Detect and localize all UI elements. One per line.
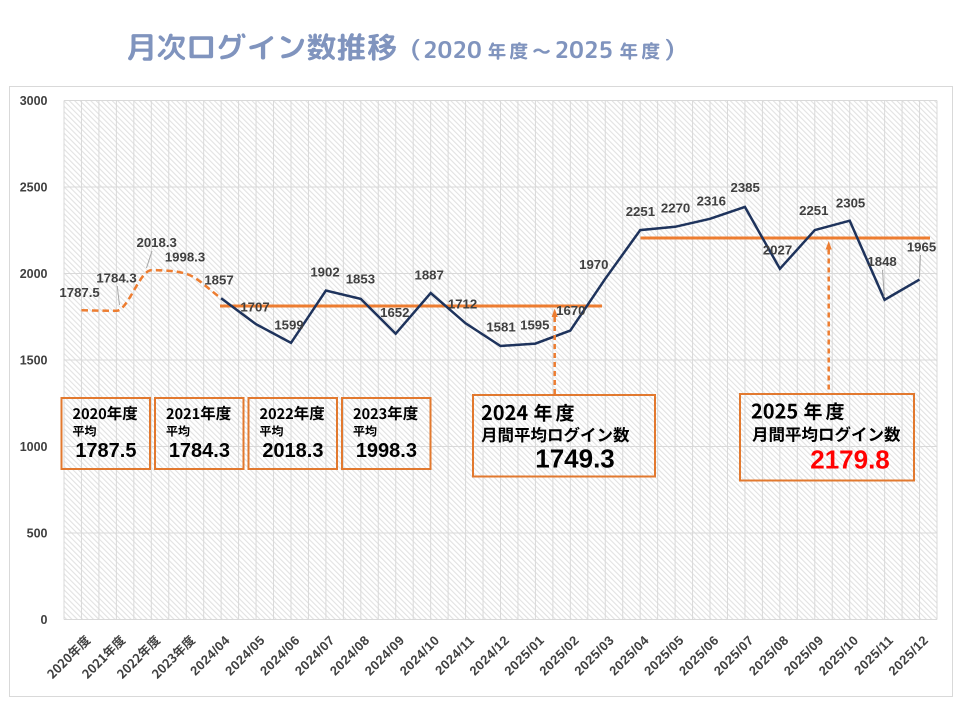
svg-text:2018.3: 2018.3 — [262, 440, 323, 462]
svg-text:2251: 2251 — [799, 203, 828, 218]
svg-text:1500: 1500 — [20, 353, 48, 367]
svg-text:0: 0 — [41, 613, 48, 627]
svg-text:2305: 2305 — [836, 196, 865, 211]
svg-text:2270: 2270 — [661, 201, 690, 216]
svg-text:1712: 1712 — [448, 297, 477, 312]
svg-text:1652: 1652 — [380, 305, 409, 320]
svg-text:2316: 2316 — [697, 194, 726, 209]
svg-text:2385: 2385 — [731, 180, 760, 195]
svg-text:1998.3: 1998.3 — [356, 440, 417, 462]
svg-text:500: 500 — [27, 526, 48, 540]
svg-text:1857: 1857 — [204, 273, 233, 288]
svg-text:2018.3: 2018.3 — [137, 235, 177, 250]
svg-text:1707: 1707 — [240, 300, 269, 315]
svg-text:2251: 2251 — [626, 204, 655, 219]
svg-text:1970: 1970 — [579, 257, 608, 272]
svg-text:1595: 1595 — [520, 317, 549, 332]
svg-text:1000: 1000 — [20, 440, 48, 454]
svg-text:2000: 2000 — [20, 267, 48, 281]
svg-text:1784.3: 1784.3 — [96, 271, 136, 286]
svg-text:2500: 2500 — [20, 180, 48, 194]
svg-text:3000: 3000 — [20, 94, 48, 108]
svg-text:2027: 2027 — [763, 242, 792, 257]
svg-text:1599: 1599 — [274, 318, 303, 333]
svg-text:1887: 1887 — [415, 267, 444, 282]
svg-text:1784.3: 1784.3 — [169, 440, 230, 462]
svg-text:1787.5: 1787.5 — [75, 440, 136, 462]
svg-text:1998.3: 1998.3 — [165, 250, 205, 265]
svg-text:1853: 1853 — [346, 272, 375, 287]
svg-text:1581: 1581 — [486, 320, 515, 335]
svg-text:2179.8: 2179.8 — [810, 445, 890, 475]
svg-text:1965: 1965 — [907, 239, 936, 254]
svg-text:1902: 1902 — [310, 264, 339, 279]
svg-text:1749.3: 1749.3 — [535, 444, 615, 474]
svg-text:1670: 1670 — [556, 303, 585, 318]
svg-text:1848: 1848 — [867, 254, 896, 269]
svg-text:1787.5: 1787.5 — [59, 285, 99, 300]
